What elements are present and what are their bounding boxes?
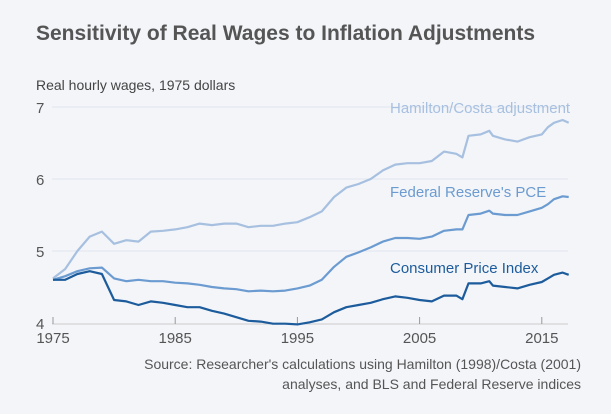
y-tick-label: 6 xyxy=(36,172,44,189)
x-tick-label: 1985 xyxy=(159,330,192,347)
chart-title: Sensitivity of Real Wages to Inflation A… xyxy=(36,22,536,45)
series-label: Consumer Price Index xyxy=(390,260,539,277)
series-line-0 xyxy=(52,118,570,280)
x-tick-label: 1995 xyxy=(281,330,314,347)
y-tick-label: 5 xyxy=(36,244,44,261)
y-tick-label: 4 xyxy=(36,316,44,333)
y-axis-label: Real hourly wages, 1975 dollars xyxy=(36,77,236,93)
y-tick-label: 7 xyxy=(36,100,44,117)
series-label: Hamilton/Costa adjustment xyxy=(390,100,571,117)
series-line-2 xyxy=(53,270,570,326)
series-label: Federal Reserve's PCE xyxy=(390,184,546,201)
source-note: Source: Researcher's calculations using … xyxy=(144,356,581,392)
series-line-1 xyxy=(52,195,569,293)
x-tick-label: 2005 xyxy=(403,330,436,347)
x-tick-label: 2015 xyxy=(525,330,558,347)
x-tick-label: 1975 xyxy=(36,330,69,347)
